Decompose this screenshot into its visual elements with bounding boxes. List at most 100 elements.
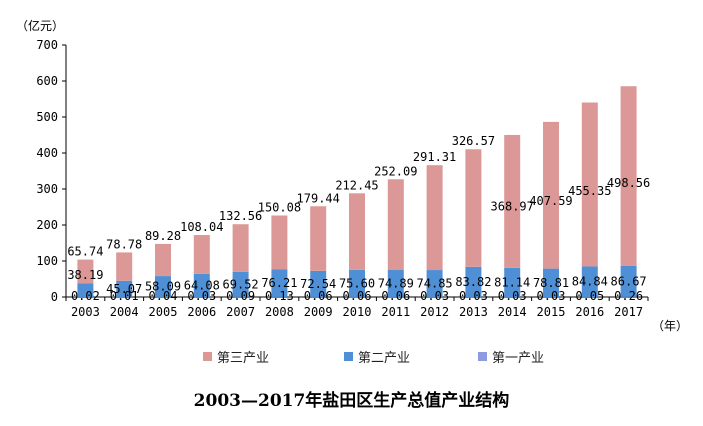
data-label-secondary: 58.09 [145,280,181,294]
data-label-tertiary: 498.56 [607,176,650,190]
bar-tertiary [581,102,598,267]
bar-secondary [310,270,327,297]
data-label-tertiary: 132.56 [219,209,262,223]
bar-tertiary [426,165,443,271]
legend-label-secondary: 第二产业 [358,351,411,366]
data-label-secondary: 45.07 [106,282,142,296]
data-label-secondary: 72.54 [300,277,336,291]
bar-secondary [155,276,171,297]
legend: 第三产业 第二产业 第一产业 [0,347,703,367]
bar-secondary [426,270,443,297]
data-label-tertiary: 78.78 [106,237,142,251]
data-label-secondary: 38.19 [67,268,103,282]
y-tick-label: 600 [36,74,58,88]
x-tick-label: 2013 [459,305,488,319]
y-tick-label: 300 [36,182,58,196]
x-tick-label: 2009 [304,305,333,319]
bar-tertiary [504,134,521,268]
data-label-primary: 0.01 [110,289,139,303]
data-label-secondary: 74.85 [417,277,453,291]
data-label-primary: 0.06 [304,289,333,303]
chart-title: 2003—2017年盐田区生产总值产业结构 [193,391,510,411]
bar-tertiary [387,179,404,271]
bar-secondary [387,270,404,297]
bar-secondary [504,267,521,297]
bar-tertiary [116,252,133,281]
data-label-tertiary: 108.04 [180,220,223,234]
x-tick-label: 2011 [381,305,410,319]
legend-swatch-secondary [344,352,353,361]
data-label-primary: 0.03 [498,289,527,303]
data-label-tertiary: 150.08 [258,200,301,214]
bar-tertiary [310,206,327,271]
bar-tertiary [620,86,637,266]
bar-secondary [193,273,210,297]
data-label-tertiary: 252.09 [374,164,417,178]
bar-secondary [581,266,598,297]
data-label-primary: 0.03 [420,289,449,303]
bar-secondary [465,266,482,297]
legend-label-tertiary: 第三产业 [217,351,270,366]
bar-tertiary [232,224,249,272]
legend-item-primary: 第一产业 [478,347,544,366]
bar-secondary [232,271,249,297]
data-label-secondary: 83.82 [455,275,491,289]
bar-tertiary [543,121,559,269]
bar-secondary [349,269,365,297]
y-axis-unit-label: （亿元） [16,18,64,33]
data-label-secondary: 78.81 [533,276,569,290]
data-label-secondary: 69.52 [223,277,259,291]
bar-tertiary [193,235,210,274]
data-label-tertiary: 291.31 [413,150,456,164]
x-tick-label: 2005 [149,305,178,319]
bar-tertiary [77,259,94,284]
y-tick-label: 500 [36,110,58,124]
x-axis-unit-label: （年） [652,319,688,333]
data-label-secondary: 76.21 [261,276,297,290]
x-tick-label: 2016 [575,305,604,319]
data-label-tertiary: 326.57 [452,134,495,148]
data-label-secondary: 75.60 [339,276,375,290]
bar-tertiary [155,243,171,277]
x-tick-label: 2007 [226,305,255,319]
x-tick-label: 2003 [71,305,100,319]
data-label-primary: 0.03 [537,289,566,303]
x-tick-label: 2006 [187,305,216,319]
x-tick-label: 2017 [614,305,643,319]
data-label-primary: 0.06 [381,289,410,303]
legend-label-primary: 第一产业 [492,351,545,366]
data-label-primary: 0.06 [343,289,372,303]
data-label-tertiary: 368.97 [491,200,534,214]
data-label-tertiary: 455.35 [568,184,611,198]
data-label-primary: 0.03 [459,289,488,303]
bar-tertiary [271,215,288,270]
data-label-secondary: 81.14 [494,275,530,289]
data-label-tertiary: 179.44 [297,191,340,205]
data-label-primary: 0.13 [265,289,294,303]
data-label-primary: 0.03 [187,289,216,303]
bar-secondary [620,265,637,297]
legend-swatch-tertiary [203,352,212,361]
x-tick-label: 2012 [420,305,449,319]
legend-item-tertiary: 第三产业 [203,347,269,366]
data-label-primary: 0.26 [614,289,643,303]
data-label-tertiary: 212.45 [335,178,378,192]
bar-secondary [543,268,559,297]
bar-secondary [77,283,94,297]
y-tick-label: 200 [36,218,58,232]
bar-tertiary [465,149,482,267]
y-tick-label: 0 [51,290,58,304]
data-label-primary: 0.05 [575,289,604,303]
data-label-primary: 0.04 [149,289,178,303]
legend-swatch-primary [478,352,487,361]
x-tick-label: 2008 [265,305,294,319]
data-label-primary: 0.09 [226,289,255,303]
data-label-secondary: 84.84 [572,275,608,289]
x-tick-label: 2004 [110,305,139,319]
y-tick-label: 400 [36,146,58,160]
bar-secondary [116,280,133,297]
y-tick-label: 100 [36,254,58,268]
x-tick-label: 2014 [498,305,527,319]
data-label-tertiary: 89.28 [145,229,181,243]
